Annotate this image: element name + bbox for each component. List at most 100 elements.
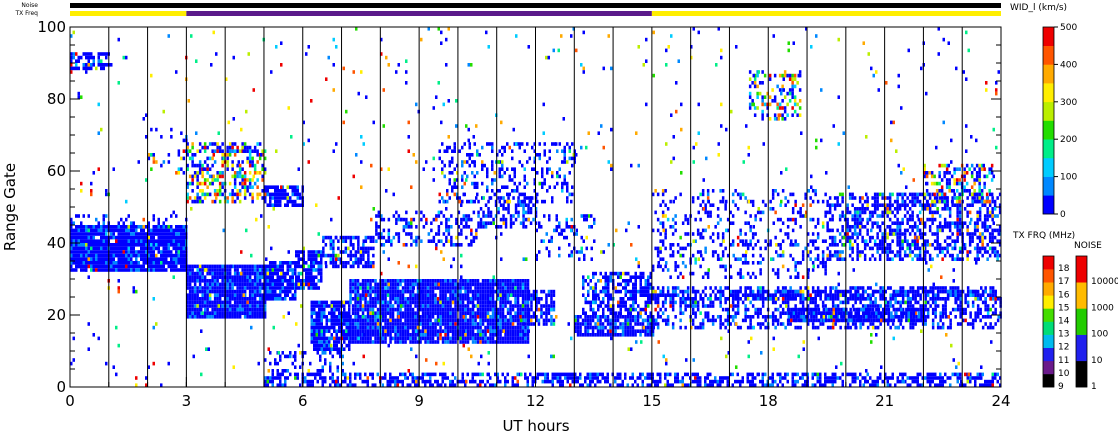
echo-cell	[421, 293, 425, 297]
echo-cell	[384, 322, 387, 326]
echo-cell	[916, 293, 920, 297]
echo-cell	[266, 271, 269, 276]
echo-cell	[444, 289, 447, 294]
echo-cell	[504, 304, 507, 308]
echo-cell	[208, 289, 212, 294]
echo-cell	[117, 243, 120, 247]
echo-cell	[941, 307, 945, 312]
echo-cell	[604, 286, 607, 290]
echo-cell	[246, 315, 249, 319]
echo-cell	[649, 297, 652, 301]
echo-cell	[896, 289, 900, 294]
echo-cell	[248, 185, 252, 189]
echo-cell	[258, 307, 262, 312]
echo-cell	[320, 268, 323, 272]
echo-cell	[527, 318, 531, 323]
echo-cell	[486, 282, 490, 287]
echo-cell	[719, 322, 722, 326]
echo-cell	[489, 315, 492, 319]
echo-cell	[238, 174, 242, 179]
echo-cell	[439, 315, 442, 319]
echo-cell	[271, 293, 274, 297]
echo-cell	[582, 279, 585, 283]
echo-cell	[551, 174, 554, 179]
echo-cell	[466, 340, 470, 344]
echo-cell	[592, 300, 595, 305]
echo-cell	[372, 235, 375, 240]
echo-cell	[82, 268, 85, 272]
echo-cell	[449, 340, 452, 344]
echo-cell	[226, 271, 229, 276]
echo-cell	[686, 304, 690, 308]
echo-cell	[291, 282, 294, 287]
echo-cell	[542, 289, 546, 294]
echo-cell	[90, 261, 93, 265]
echo-cell	[639, 329, 642, 333]
echo-cell	[756, 297, 760, 301]
echo-cell	[454, 336, 457, 341]
echo-cell	[666, 289, 670, 294]
echo-cell	[348, 322, 351, 326]
echo-cell	[384, 304, 387, 308]
echo-cell	[466, 282, 470, 287]
echo-cell	[70, 66, 73, 71]
echo-cell	[231, 315, 234, 319]
echo-cell	[380, 243, 383, 247]
echo-cell	[584, 333, 587, 337]
echo-cell	[829, 297, 832, 301]
echo-cell	[684, 304, 687, 308]
echo-cell	[511, 156, 514, 161]
echo-cell	[191, 189, 194, 193]
echo-cell	[347, 253, 350, 258]
echo-cell	[454, 293, 457, 297]
echo-cell	[811, 289, 815, 294]
echo-cell	[330, 304, 333, 308]
echo-cell	[152, 214, 155, 218]
echo-cell	[251, 307, 254, 312]
echo-cell	[499, 329, 502, 333]
echo-cell	[441, 304, 445, 308]
echo-cell	[376, 333, 380, 337]
echo-cell	[449, 293, 452, 297]
echo-cell	[384, 336, 387, 341]
echo-cell	[299, 196, 302, 200]
echo-cell	[72, 250, 75, 254]
echo-cell	[226, 289, 229, 294]
echo-cell	[97, 253, 100, 258]
echo-cell	[137, 261, 140, 265]
echo-cell	[243, 149, 247, 153]
echo-cell	[814, 304, 817, 308]
echo-cell	[372, 264, 375, 269]
echo-cell	[95, 261, 98, 265]
echo-cell	[441, 300, 445, 305]
echo-cell	[167, 250, 170, 254]
echo-cell	[424, 336, 427, 341]
echo-cell	[506, 289, 510, 294]
echo-cell	[397, 232, 401, 236]
echo-cell	[622, 297, 625, 301]
echo-cell	[186, 142, 189, 146]
echo-cell	[251, 300, 254, 305]
echo-cell	[644, 311, 647, 315]
echo-cell	[377, 210, 381, 215]
echo-cell	[162, 246, 165, 251]
echo-cell	[140, 232, 143, 236]
echo-cell	[497, 196, 500, 200]
echo-cell	[499, 286, 502, 290]
txfreq-strip-segment	[186, 11, 652, 16]
echo-cell	[297, 261, 300, 265]
echo-cell	[213, 160, 217, 164]
echo-cell	[349, 336, 352, 341]
echo-cell	[386, 325, 390, 330]
echo-cell	[586, 325, 590, 330]
echo-cell	[531, 145, 534, 150]
echo-cell	[761, 304, 765, 308]
echo-cell	[251, 282, 254, 287]
echo-cell	[599, 289, 602, 294]
echo-cell	[102, 261, 105, 265]
echo-cell	[439, 307, 442, 312]
echo-cell	[479, 318, 482, 323]
echo-cell	[246, 185, 249, 189]
echo-cell	[509, 217, 513, 222]
echo-cell	[175, 228, 178, 233]
